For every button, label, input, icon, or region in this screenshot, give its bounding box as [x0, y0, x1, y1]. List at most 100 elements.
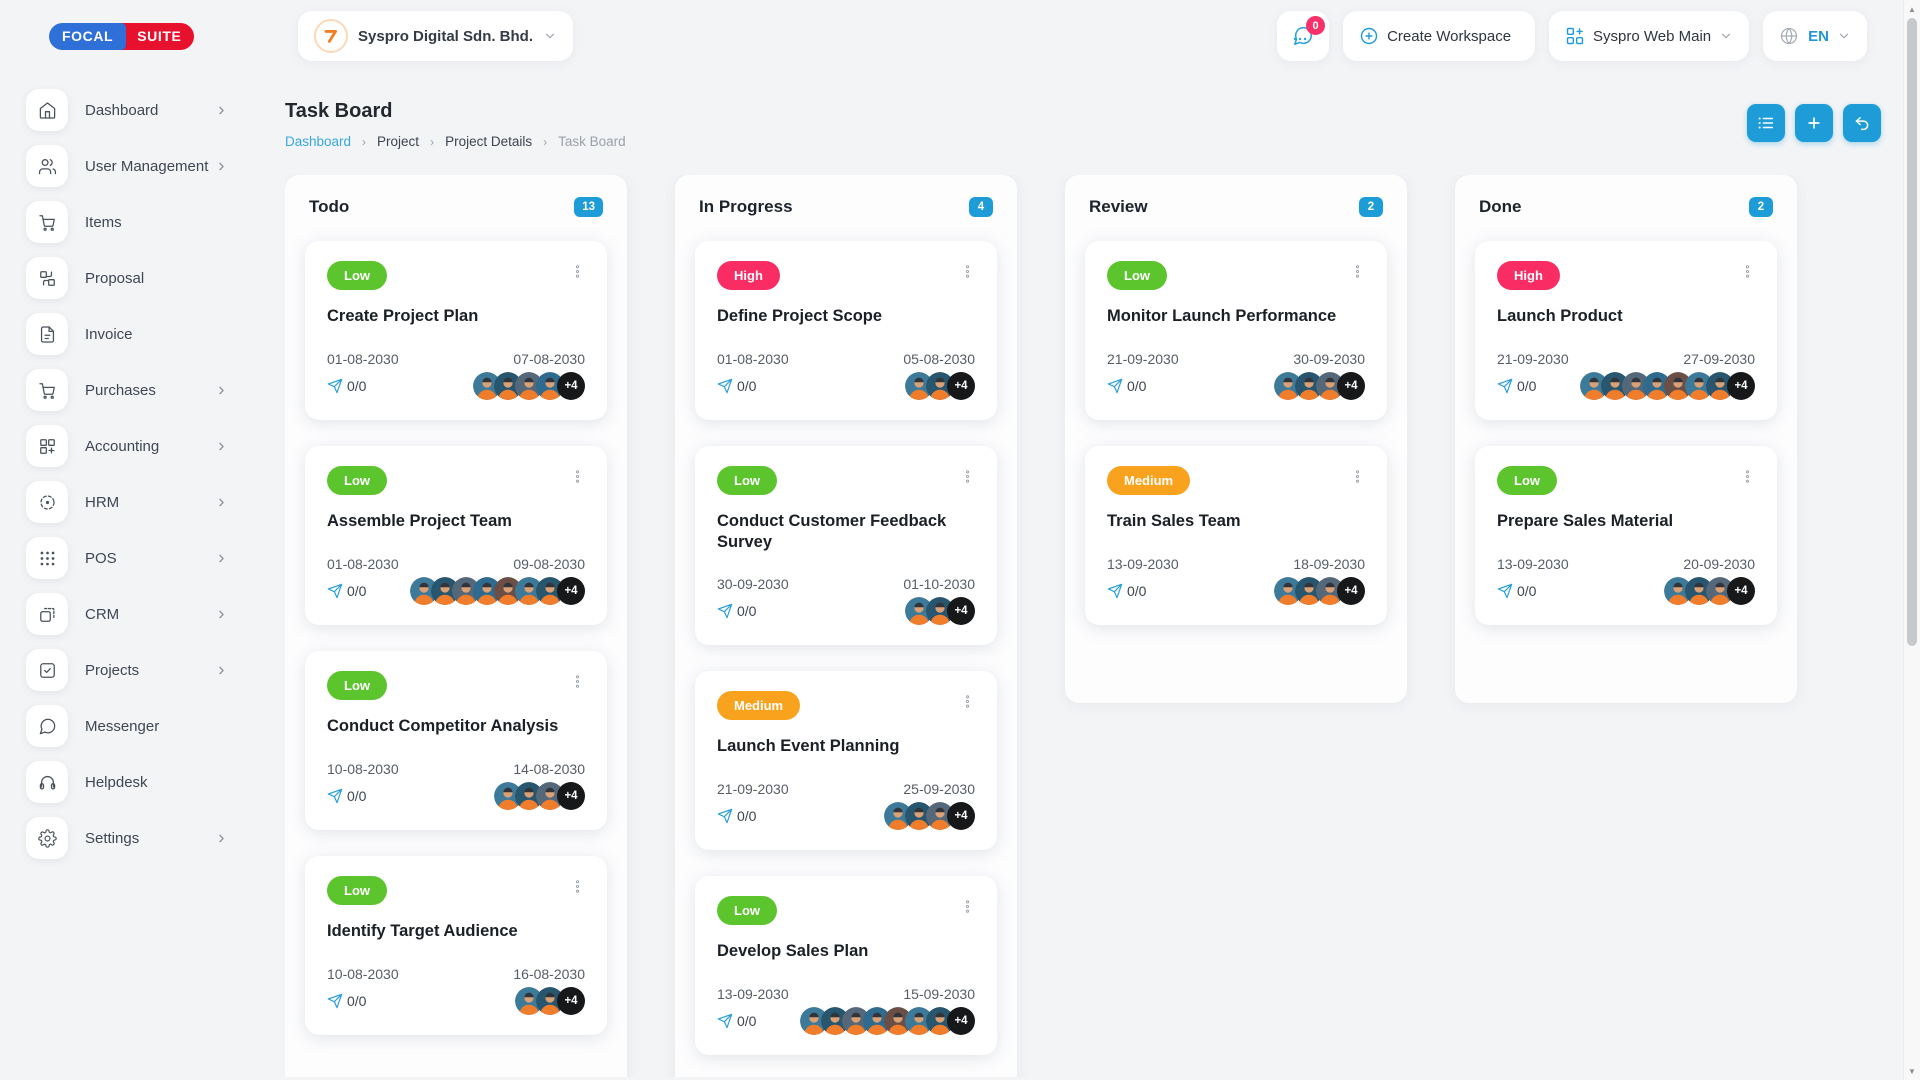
kebab-menu-icon[interactable]	[960, 466, 975, 490]
avatar-overflow-chip: +4	[1727, 372, 1755, 400]
comments-count: 0/0	[327, 378, 366, 394]
breadcrumb-project-details[interactable]: Project Details	[445, 134, 533, 149]
topbar: FOCAL SUITE Syspro Digital Sdn. Bhd. 0 C…	[0, 0, 1903, 72]
avatar-overflow-chip: +4	[557, 577, 585, 605]
sidebar-item-accounting[interactable]: Accounting	[0, 418, 258, 474]
task-card[interactable]: Low Assemble Project Team 01-08-2030 09-…	[305, 446, 607, 625]
breadcrumb-dashboard[interactable]: Dashboard	[285, 134, 352, 149]
sidebar-item-label: Proposal	[85, 269, 145, 287]
app-switcher-button[interactable]: Syspro Web Main	[1549, 11, 1750, 61]
task-title: Train Sales Team	[1107, 512, 1241, 530]
avatar-overflow-chip: +4	[557, 782, 585, 810]
task-title: Launch Product	[1497, 307, 1623, 325]
chat-button[interactable]: 0	[1277, 11, 1330, 61]
scroll-down-arrow[interactable]: ▼	[1908, 1066, 1916, 1076]
sidebar-item-user-management[interactable]: User Management	[0, 138, 258, 194]
chevron-down-icon	[1837, 29, 1851, 43]
avatar	[1316, 372, 1344, 400]
task-title: Conduct Competitor Analysis	[327, 717, 559, 735]
avatar-stack: +4	[473, 372, 585, 400]
avatar	[515, 987, 543, 1015]
task-card[interactable]: Low Conduct Customer Feedback Survey 30-…	[695, 446, 997, 646]
column-count-badge: 4	[969, 197, 993, 217]
task-card[interactable]: Medium Launch Event Planning 21-09-2030 …	[695, 671, 997, 851]
task-card[interactable]: Medium Train Sales Team 13-09-2030 18-09…	[1085, 446, 1387, 625]
kebab-menu-icon[interactable]	[960, 691, 975, 715]
priority-badge: Low	[717, 466, 777, 495]
sidebar-item-items[interactable]: Items	[0, 194, 258, 250]
start-date: 13-09-2030	[717, 986, 789, 1003]
avatar	[926, 372, 954, 400]
sidebar-item-proposal[interactable]: Proposal	[0, 250, 258, 306]
language-selector[interactable]: EN	[1763, 11, 1867, 61]
sidebar-item-projects[interactable]: Projects	[0, 642, 258, 698]
sidebar-item-crm[interactable]: CRM	[0, 586, 258, 642]
kebab-menu-icon[interactable]	[1350, 466, 1365, 490]
task-card[interactable]: Low Identify Target Audience 10-08-2030 …	[305, 856, 607, 1035]
list-view-button[interactable]	[1747, 104, 1785, 142]
kebab-menu-icon[interactable]	[1740, 466, 1755, 490]
sidebar-item-label: Accounting	[85, 437, 160, 455]
comments-count: 0/0	[327, 583, 366, 599]
chevron-right-icon	[215, 664, 228, 677]
avatar	[926, 597, 954, 626]
sidebar-item-helpdesk[interactable]: Helpdesk	[0, 754, 258, 810]
kebab-menu-icon[interactable]	[960, 896, 975, 920]
vertical-scrollbar[interactable]: ▲ ▼	[1903, 0, 1920, 1080]
sidebar-item-messenger[interactable]: Messenger	[0, 698, 258, 754]
kebab-menu-icon[interactable]	[570, 466, 585, 490]
add-task-button[interactable]	[1795, 104, 1833, 142]
avatar-stack: +4	[905, 372, 975, 400]
kebab-menu-icon[interactable]	[570, 671, 585, 695]
create-workspace-button[interactable]: Create Workspace	[1343, 11, 1536, 61]
breadcrumb-project[interactable]: Project	[377, 134, 420, 149]
chevron-down-icon	[1719, 29, 1733, 43]
sidebar-item-invoice[interactable]: Invoice	[0, 306, 258, 362]
scroll-up-arrow[interactable]: ▲	[1908, 4, 1916, 14]
avatar	[494, 577, 522, 605]
sidebar-item-label: Purchases	[85, 381, 156, 399]
task-card[interactable]: Low Monitor Launch Performance 21-09-203…	[1085, 241, 1387, 420]
task-card[interactable]: Low Develop Sales Plan 13-09-2030 15-09-…	[695, 876, 997, 1056]
task-card[interactable]: Low Create Project Plan 01-08-2030 07-08…	[305, 241, 607, 420]
avatar-overflow-chip: +4	[947, 372, 975, 400]
back-button[interactable]	[1843, 104, 1881, 142]
task-card[interactable]: High Launch Product 21-09-2030 27-09-203…	[1475, 241, 1777, 420]
workspace-selector[interactable]: Syspro Digital Sdn. Bhd.	[298, 11, 574, 61]
end-date: 14-08-2030	[513, 761, 585, 777]
kebab-menu-icon[interactable]	[570, 876, 585, 900]
task-card[interactable]: Low Prepare Sales Material 13-09-2030 20…	[1475, 446, 1777, 625]
cart-icon	[26, 369, 68, 411]
chevron-down-icon	[543, 29, 557, 43]
column-title: Review	[1089, 197, 1148, 216]
chevron-right-icon	[215, 104, 228, 117]
avatar-stack: +4	[494, 782, 585, 810]
kebab-menu-icon[interactable]	[1350, 261, 1365, 285]
avatar	[1706, 577, 1734, 605]
page-title: Task Board	[285, 100, 393, 122]
scrollbar-thumb[interactable]	[1907, 18, 1917, 646]
task-title: Define Project Scope	[717, 307, 883, 325]
sidebar-item-purchases[interactable]: Purchases	[0, 362, 258, 418]
comments-count: 0/0	[1107, 378, 1146, 394]
kebab-menu-icon[interactable]	[570, 261, 585, 285]
comments-count: 0/0	[717, 603, 756, 619]
task-card[interactable]: High Define Project Scope 01-08-2030 05-…	[695, 241, 997, 420]
sidebar-item-pos[interactable]: POS	[0, 530, 258, 586]
start-date: 21-09-2030	[1497, 351, 1569, 367]
avatar	[536, 372, 564, 400]
comments-count: 0/0	[327, 788, 366, 804]
priority-badge: Low	[327, 466, 387, 495]
end-date: 16-08-2030	[513, 966, 585, 982]
sidebar-item-hrm[interactable]: HRM	[0, 474, 258, 530]
start-date: 21-09-2030	[717, 781, 789, 798]
kebab-menu-icon[interactable]	[960, 261, 975, 285]
breadcrumb-separator: ›	[543, 134, 548, 149]
apps-grid-plus-icon	[1566, 27, 1584, 45]
task-card[interactable]: Low Conduct Competitor Analysis 10-08-20…	[305, 651, 607, 830]
sidebar-item-settings[interactable]: Settings	[0, 810, 258, 866]
avatar	[1274, 372, 1302, 400]
overlap-squares-icon	[26, 593, 68, 635]
kebab-menu-icon[interactable]	[1740, 261, 1755, 285]
sidebar-item-dashboard[interactable]: Dashboard	[0, 82, 258, 138]
